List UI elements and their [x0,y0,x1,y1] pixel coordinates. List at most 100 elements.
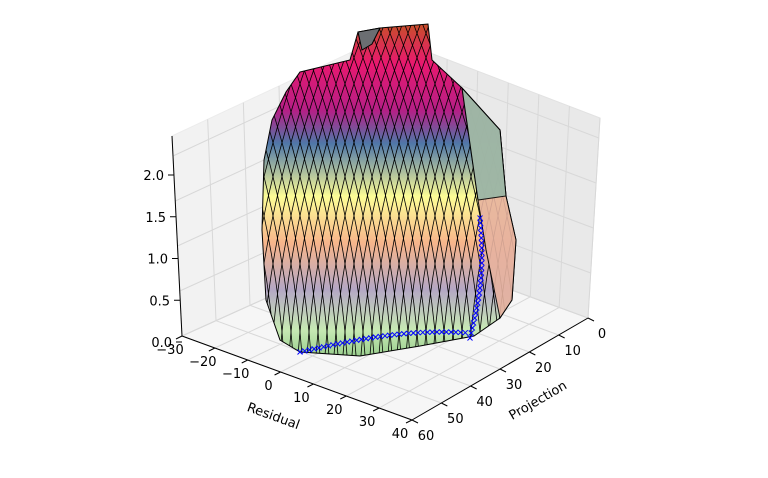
y-axis-ticks: 0 10 20 30 40 50 60 [411,317,606,444]
y-tick-mark [587,317,595,322]
marker-point [419,329,426,336]
marker-point [377,333,384,340]
marker-point [363,335,369,342]
z-axis-line [171,135,183,337]
mesh-line [262,24,313,356]
mesh-line [70,20,150,370]
mesh-line [296,24,378,356]
mesh-line [594,20,674,370]
mesh-line [350,24,432,356]
mesh-line [348,24,430,356]
marker-point [396,331,403,338]
mesh-line [359,24,441,356]
marker-point [468,330,475,336]
marker-point [478,250,485,256]
marker-point [476,290,483,296]
marker-series [297,215,485,355]
marker-point [382,332,388,339]
marker-point [438,329,445,335]
marker-point [358,336,365,343]
mesh-line [666,20,746,370]
marker-point [477,285,483,291]
marker-point [478,265,485,271]
marker-point [325,342,332,349]
mesh-line [675,20,755,370]
x-tick-label: 20 [326,403,343,418]
mesh-line [106,20,186,370]
marker-point [443,329,450,335]
marker-point [467,335,473,341]
marker-point [473,305,480,311]
y-gridline-wall [207,119,217,321]
y-gridline-floor [215,320,442,404]
marker-point [478,245,485,251]
mesh-line [52,20,132,370]
marker-point [478,270,485,276]
mesh-line [711,20,768,370]
marker-point [367,335,374,341]
mesh-line [61,20,141,370]
surface [0,20,768,370]
marker-point [415,329,421,336]
x-tick-label: −10 [222,367,249,382]
marker-point [475,295,482,301]
mesh-line [366,24,448,356]
x-axis-ticks: −30 −20 −10 0 10 20 30 40 [156,335,413,442]
marker-point [372,334,379,340]
marker-point [306,347,313,353]
marker-point [478,260,485,266]
mesh-line [368,24,450,356]
mesh-line [612,20,692,370]
marker-point [477,225,484,231]
mesh-line [402,24,484,356]
x-tick-mark [175,335,183,340]
mesh-line [339,24,421,356]
mesh-line [648,20,728,370]
mesh-line [88,20,168,370]
mesh-line [323,24,405,356]
marker-point [344,339,351,345]
marker-point [334,341,341,347]
mesh-line [0,20,60,370]
marker-point [386,332,393,339]
marker-point [434,329,440,335]
mesh-line [278,24,360,356]
mesh-line [97,20,177,370]
marker-point [391,331,398,338]
y-tick-label: 50 [447,412,464,427]
marker-point [477,220,484,226]
y-tick-label: 20 [535,361,552,376]
x-tick-mark [405,419,413,424]
mesh-line [693,20,768,370]
y-tick-mark [558,334,565,339]
mesh-line [262,24,295,356]
x-tick-mark [340,395,347,400]
mesh-line [314,24,396,356]
marker-point [320,343,327,350]
marker-point [477,215,483,221]
mesh-line [332,24,414,356]
y-tick-mark [529,351,536,356]
x-gridline-wall [529,94,540,297]
x-tick-label: −20 [189,355,216,370]
marker-point [470,320,477,326]
marker-point [471,315,478,321]
marker-point [479,255,485,261]
marker-point [472,310,479,316]
x-gridline-wall [587,117,601,319]
marker-point [353,337,360,344]
x-tick-mark [241,359,248,364]
y-tick-label: 10 [564,344,581,359]
marker-point [330,341,336,348]
marker-point [410,330,417,336]
mesh-line [99,20,179,370]
mesh-line [630,20,710,370]
mesh-line [684,20,764,370]
x-tick-mark [307,383,314,388]
marker-point [477,280,484,286]
mesh-line [25,20,105,370]
mesh-line [657,20,737,370]
x-tick-label: 0 [264,379,272,394]
x-tick-label: 40 [392,427,409,442]
